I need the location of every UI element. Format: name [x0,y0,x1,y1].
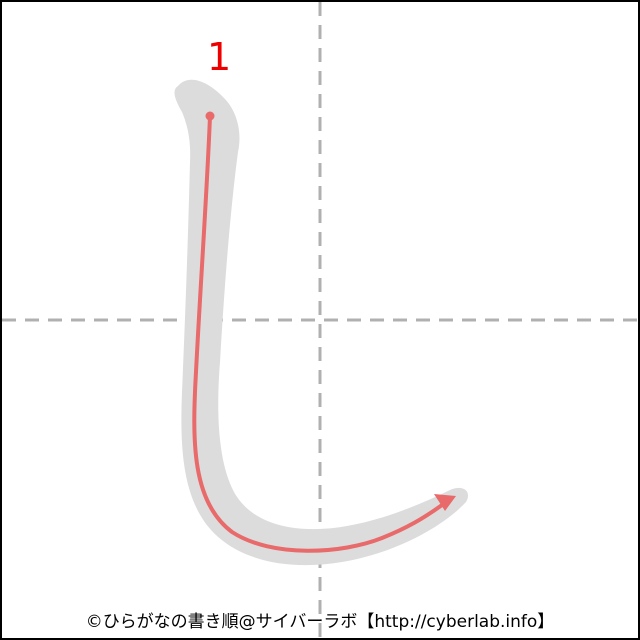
copyright-credit: ©ひらがなの書き順@サイバーラボ【http://cyberlab.info】 [85,612,555,632]
stroke-1-start-dot [205,111,215,121]
stroke-1-arrowhead [434,494,456,511]
glyph-silhouette [174,79,469,566]
stroke-number-1: 1 [207,35,232,79]
stroke-1-path [192,114,444,553]
